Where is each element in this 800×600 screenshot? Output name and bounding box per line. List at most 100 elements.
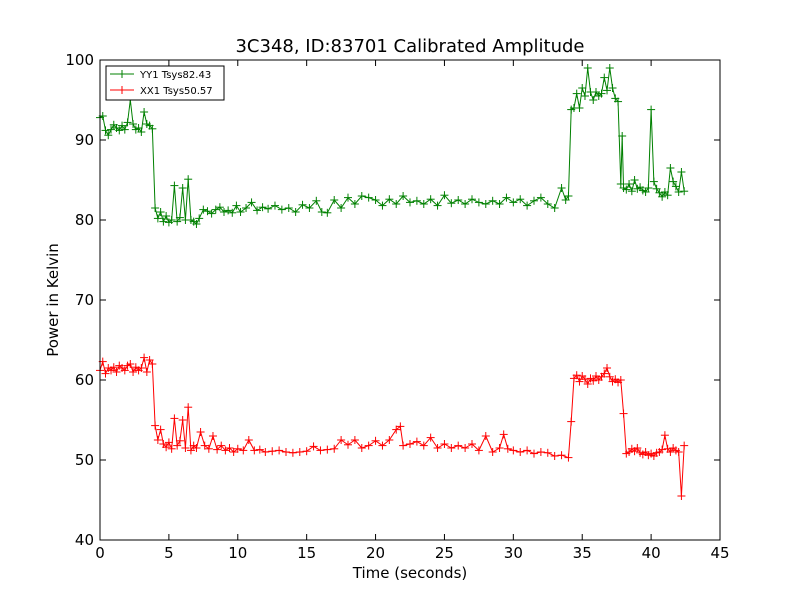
data-point: [309, 442, 318, 451]
data-point: [543, 448, 552, 457]
data-point: [236, 208, 245, 216]
x-axis: 0 5 10 15 20 25 30 35 40 45: [95, 60, 730, 562]
data-point: [564, 192, 573, 200]
data-point: [618, 132, 627, 140]
legend-label: YY1 Tsys82.43: [139, 70, 211, 81]
plot-area: [100, 60, 720, 540]
data-point: [330, 444, 339, 453]
data-point: [447, 444, 456, 452]
data-point: [630, 176, 639, 184]
data-point: [605, 372, 614, 381]
x-tick-label: 25: [435, 544, 454, 562]
data-point: [233, 444, 242, 453]
data-point: [474, 446, 483, 455]
data-point: [578, 84, 587, 92]
data-point: [112, 368, 121, 376]
data-point: [622, 185, 631, 194]
data-point: [572, 371, 581, 380]
data-point: [220, 208, 228, 216]
x-tick-label: 45: [710, 544, 729, 562]
data-point: [474, 198, 483, 207]
data-point: [371, 196, 380, 204]
data-point: [350, 200, 359, 208]
data-point: [120, 125, 129, 134]
data-point: [101, 369, 110, 378]
data-point: [495, 444, 504, 452]
data-point: [557, 451, 566, 460]
legend-entry-0: YY1 Tsys82.43: [110, 70, 211, 81]
data-point: [580, 375, 589, 384]
data-point: [392, 200, 401, 208]
data-point: [557, 184, 566, 192]
data-point: [225, 444, 234, 452]
data-point: [600, 369, 609, 378]
data-point: [175, 436, 184, 445]
data-point: [669, 177, 678, 186]
data-point: [123, 118, 132, 127]
data-point: [371, 436, 380, 445]
data-point: [468, 195, 476, 204]
data-point: [433, 444, 442, 452]
data-point: [399, 192, 408, 200]
data-point: [244, 436, 253, 444]
data-point: [481, 432, 490, 440]
data-point: [344, 193, 352, 202]
chart-title: 3C348, ID:83701 Calibrated Amplitude: [235, 36, 584, 57]
data-point: [509, 446, 518, 455]
data-point: [229, 448, 238, 456]
data-point: [364, 193, 373, 202]
data-point: [419, 441, 428, 450]
data-point: [671, 182, 680, 191]
data-point: [312, 196, 321, 205]
y-tick-label: 60: [75, 371, 94, 389]
data-point: [302, 447, 311, 456]
data-point: [167, 216, 176, 224]
data-point: [600, 73, 609, 82]
data-point: [647, 105, 656, 114]
data-point: [270, 201, 279, 210]
data-point: [261, 448, 270, 456]
data-point: [499, 430, 508, 439]
data-point: [536, 448, 545, 456]
legend-label: XX1 Tsys50.57: [140, 86, 213, 97]
data-point: [151, 204, 160, 212]
data-point: [481, 200, 490, 208]
data-point: [426, 195, 435, 204]
data-point: [129, 120, 138, 128]
data-point: [330, 196, 339, 204]
data-point: [255, 445, 264, 454]
data-point: [282, 448, 290, 456]
data-point: [317, 208, 326, 216]
data-point: [364, 441, 373, 450]
data-point: [264, 204, 273, 213]
data-point: [461, 200, 470, 208]
series-layer: [96, 64, 689, 500]
data-point: [433, 201, 442, 210]
data-point: [221, 446, 230, 455]
data-point: [101, 126, 110, 135]
data-point: [140, 108, 149, 116]
data-point: [162, 212, 171, 220]
data-point: [277, 205, 286, 214]
data-point: [173, 441, 182, 450]
data-point: [129, 368, 138, 376]
data-point: [357, 444, 366, 452]
legend: YY1 Tsys82.43 XX1 Tsys50.57: [105, 65, 225, 101]
data-point: [275, 446, 284, 455]
data-point: [268, 447, 277, 456]
data-point: [392, 425, 401, 434]
data-point: [502, 193, 511, 202]
data-point: [184, 403, 193, 412]
data-point: [305, 204, 314, 212]
data-point: [167, 444, 176, 453]
data-point: [406, 198, 414, 207]
data-point: [385, 436, 394, 444]
data-point: [674, 448, 683, 456]
y-tick-label: 70: [75, 291, 94, 309]
data-point: [583, 380, 592, 388]
data-point: [516, 195, 525, 204]
data-point: [142, 368, 151, 376]
data-point: [603, 364, 612, 372]
data-point: [253, 206, 262, 215]
